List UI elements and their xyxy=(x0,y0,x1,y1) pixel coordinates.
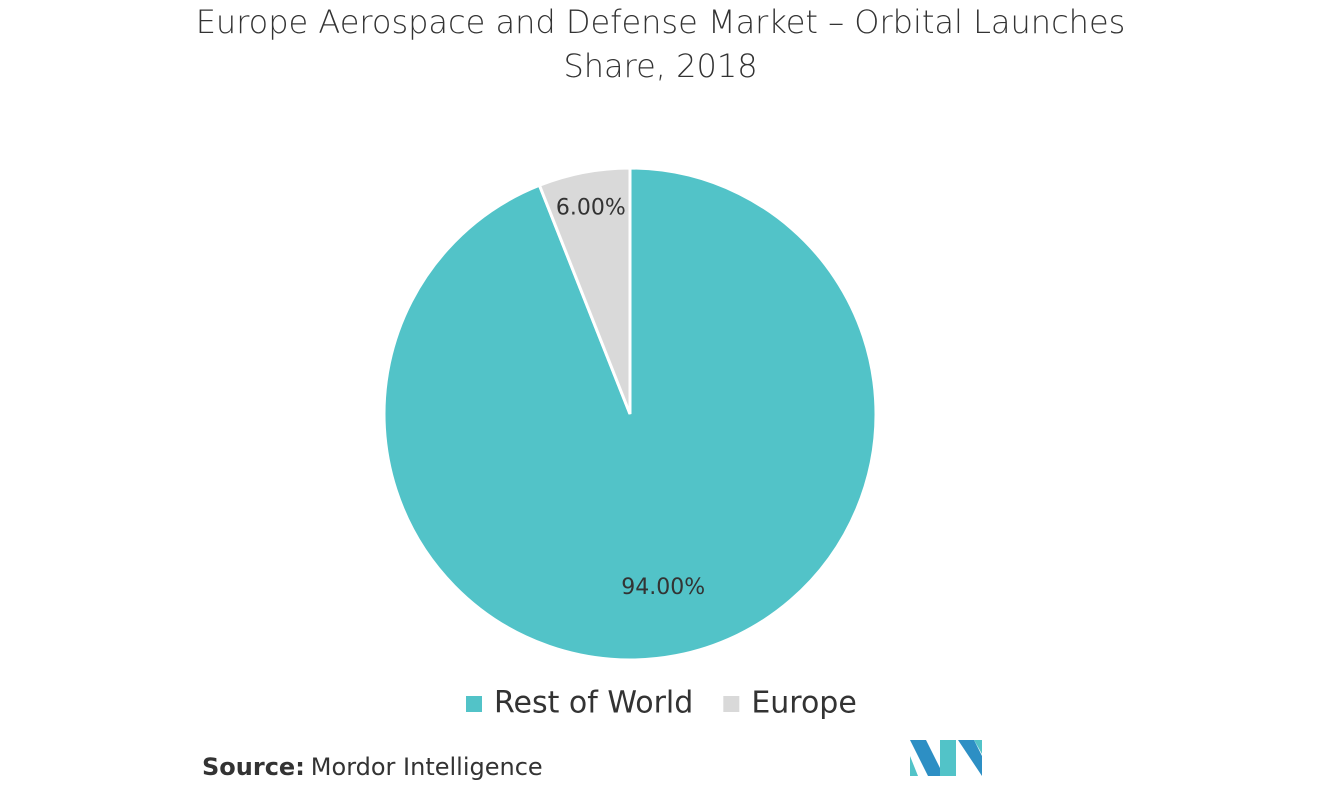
source-label: Source: xyxy=(202,753,305,781)
legend-label: Europe xyxy=(751,686,857,721)
chart-title: Europe Aerospace and Defense Market – Or… xyxy=(195,3,1126,85)
title-box: Europe Aerospace and Defense Market – Or… xyxy=(195,3,1126,85)
logo xyxy=(910,740,982,776)
legend-label: Rest of World xyxy=(494,686,693,721)
source-text: Mordor Intelligence xyxy=(311,753,543,781)
data-label: 94.00% xyxy=(621,575,705,600)
pie-slice xyxy=(537,166,632,415)
legend-swatch xyxy=(466,696,482,712)
source: Source: Mordor Intelligence xyxy=(202,753,543,781)
data-label: 6.00% xyxy=(556,196,626,221)
legend: Rest of World Europe xyxy=(466,686,857,721)
pie: 94.00% 6.00% xyxy=(382,166,878,662)
legend-swatch xyxy=(723,696,740,712)
